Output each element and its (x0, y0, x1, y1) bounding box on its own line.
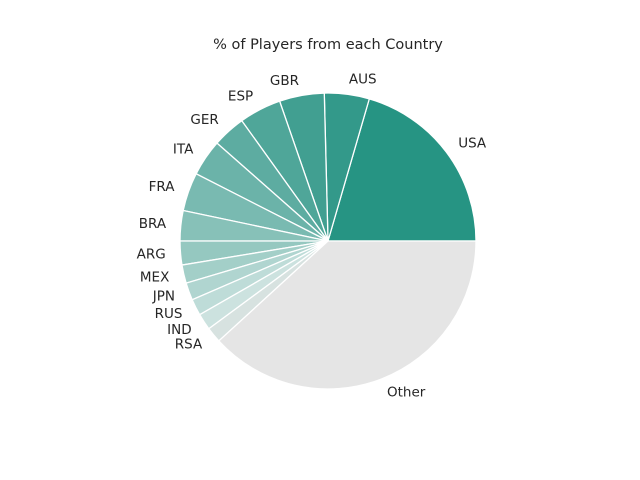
pie-label-rus: RUS (155, 306, 183, 322)
pie-label-esp: ESP (228, 88, 253, 104)
pie-label-gbr: GBR (270, 73, 299, 89)
chart-title: % of Players from each Country (213, 37, 443, 53)
pie-label-bra: BRA (139, 216, 167, 232)
pie-slice-other (217, 240, 477, 390)
pie-label-usa: USA (458, 135, 487, 151)
pie-label-rsa: RSA (175, 336, 203, 352)
pie-labels: USA AUS GBR ESP GER ITA FRA BRA ARG MEX JPNRUSINDR… (137, 72, 487, 401)
pie-slice-usa (327, 98, 477, 242)
pie-label-arg: ARG (137, 246, 166, 262)
pie-label-ita: ITA (173, 141, 194, 157)
pie-slices (179, 92, 477, 390)
pie-label-other: Other (387, 385, 426, 401)
pie-label-ind: IND (167, 322, 191, 338)
pie-label-jpn: JPN (152, 289, 175, 305)
pie-label-fra: FRA (149, 179, 176, 195)
pie-label-mex: MEX (140, 270, 169, 286)
pie-label-aus: AUS (349, 72, 377, 88)
pie-label-ger: GER (190, 112, 218, 128)
